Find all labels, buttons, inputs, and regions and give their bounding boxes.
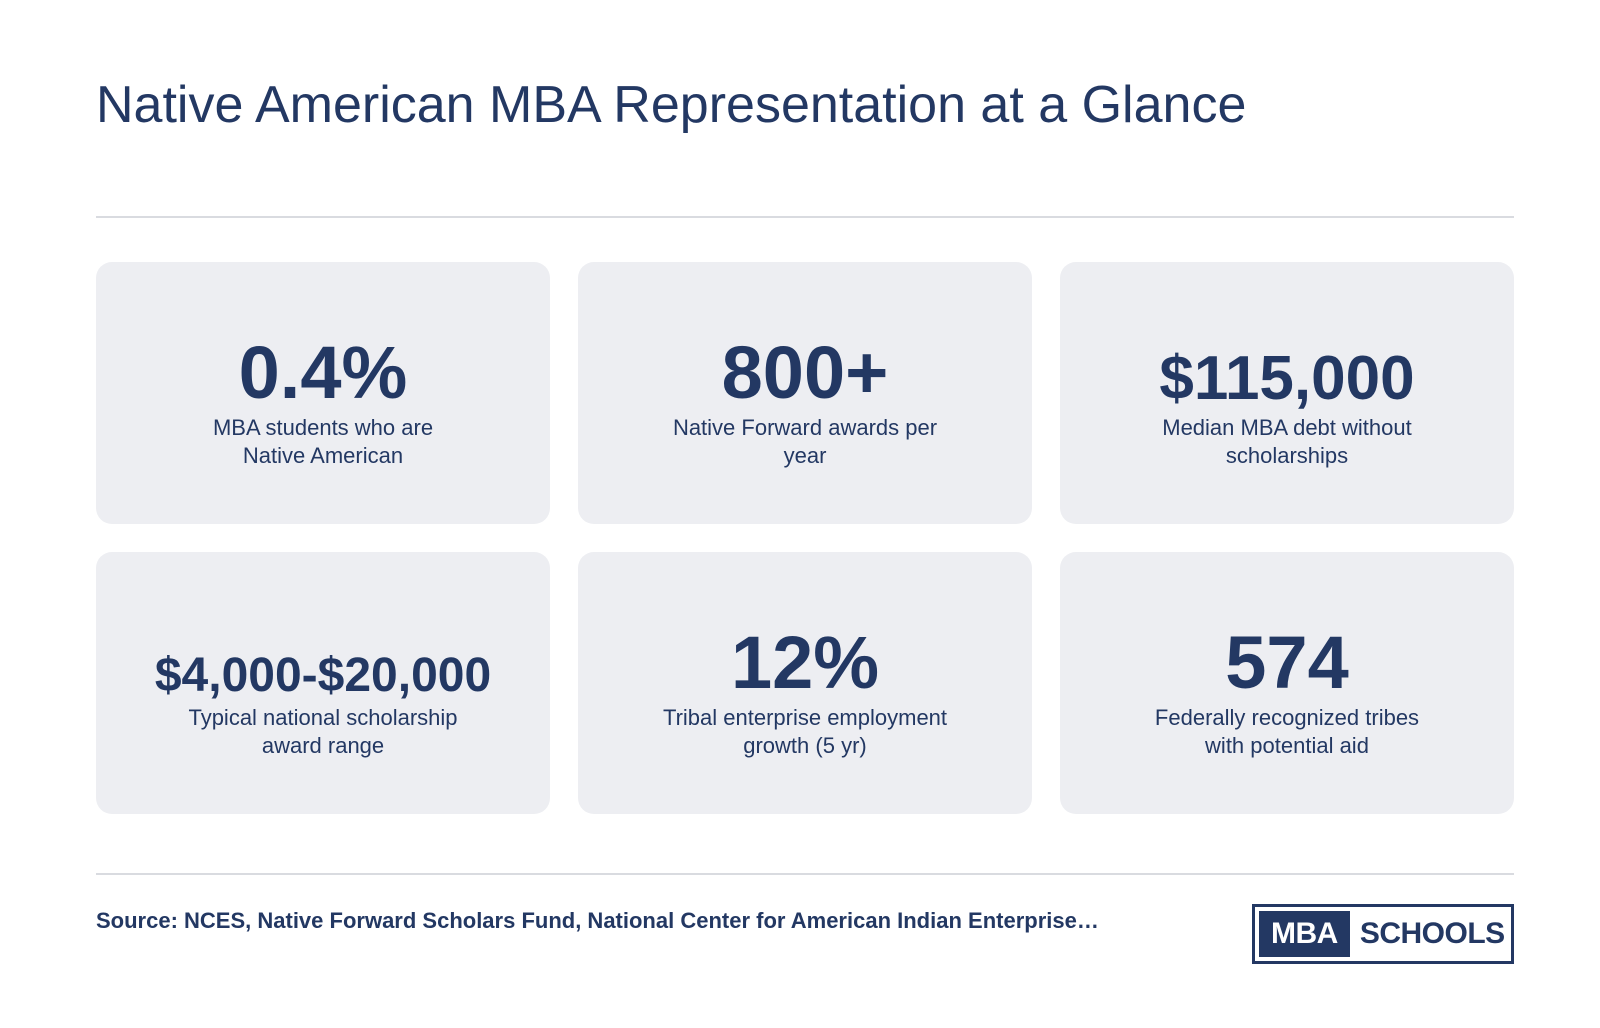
- stat-value: 0.4%: [238, 331, 408, 414]
- logo-mba-text: MBA: [1259, 911, 1350, 957]
- logo-schools-text: SCHOOLS: [1359, 917, 1505, 950]
- mba-schools-logo: MBA SCHOOLS: [1252, 904, 1514, 964]
- top-divider: [96, 216, 1514, 218]
- stat-card: 800+ Native Forward awards per year: [578, 262, 1032, 524]
- stat-label: Native Forward awards per year: [672, 415, 938, 468]
- stat-value: 12%: [730, 621, 880, 704]
- stat-label: Tribal enterprise employment growth (5 y…: [662, 705, 948, 758]
- stat-label: MBA students who are Native American: [212, 415, 434, 468]
- stat-label: Typical national scholarship award range: [188, 705, 458, 758]
- stat-card: 12% Tribal enterprise employment growth …: [578, 552, 1032, 814]
- stat-label: Median MBA debt without scholarships: [1162, 415, 1412, 468]
- stat-card-grid: 0.4% MBA students who are Native America…: [96, 262, 1514, 814]
- stat-card: 574 Federally recognized tribes with pot…: [1060, 552, 1514, 814]
- stat-value: $115,000: [1159, 344, 1415, 413]
- stat-value: 574: [1225, 621, 1349, 704]
- bottom-divider: [96, 873, 1514, 875]
- stat-value: 800+: [721, 331, 889, 414]
- stat-card: $4,000-$20,000 Typical national scholars…: [96, 552, 550, 814]
- source-note: Source: NCES, Native Forward Scholars Fu…: [96, 908, 1099, 933]
- page-title: Native American MBA Representation at a …: [96, 76, 1247, 134]
- stat-label: Federally recognized tribes with potenti…: [1154, 705, 1420, 758]
- stat-card: 0.4% MBA students who are Native America…: [96, 262, 550, 524]
- stat-card: $115,000 Median MBA debt without scholar…: [1060, 262, 1514, 524]
- stat-value: $4,000-$20,000: [154, 649, 492, 702]
